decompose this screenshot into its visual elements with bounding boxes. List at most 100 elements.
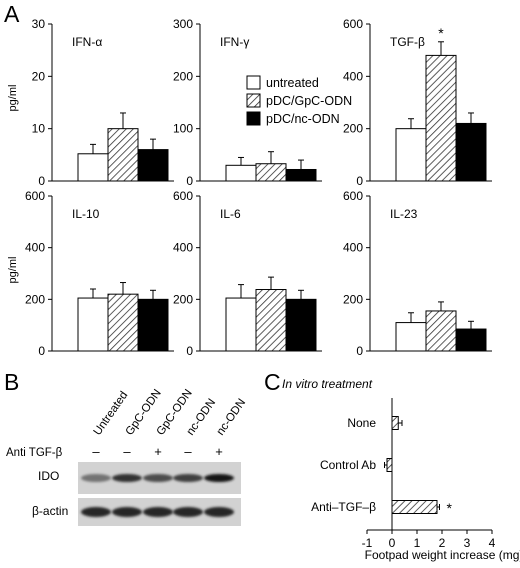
panel-c-title: In vitro treatment — [282, 377, 373, 391]
chart-IL-6: 0 200 400 600 IL-6 — [173, 189, 322, 358]
chart-TGF-β: 0 200 400 600 TGF-β * — [343, 17, 492, 188]
chart-title: IL-6 — [220, 207, 241, 221]
bar — [455, 122, 487, 182]
category-label: None — [347, 416, 376, 430]
legend-label-nc: pDC/nc-ODN — [266, 112, 340, 126]
chart-IL-23: 0 200 400 600 IL-23 — [343, 189, 492, 358]
y-tick-label: 200 — [343, 292, 363, 306]
western-blot: Untreated GpC-ODN GpC-ODN nc-ODN nc-ODN … — [6, 387, 248, 526]
y-tick-label: 20 — [32, 69, 46, 83]
y-tick-label: 600 — [343, 189, 363, 203]
chart-title: IFN-α — [72, 35, 102, 49]
y-tick-label: 0 — [186, 344, 193, 358]
chart-IFN-γ: 0 100 200 300 IFN-γ — [173, 17, 322, 188]
blot-band — [204, 474, 234, 482]
cytokine-charts: 0 10 20 30 IFN-α 0 100 200 300 IFN-γ 0 200 400 600 TGF… — [25, 17, 492, 358]
y-tick-label: 400 — [173, 241, 193, 255]
y-tick-label: 100 — [173, 122, 193, 136]
anti-mark: – — [184, 444, 192, 459]
y-tick-label: 30 — [32, 17, 46, 31]
blot-band — [173, 507, 203, 517]
bar — [285, 298, 317, 352]
bar — [425, 310, 457, 352]
bar — [255, 289, 287, 352]
panel-label-b: B — [4, 369, 19, 395]
bar — [391, 416, 399, 430]
bar — [77, 153, 109, 182]
bar — [77, 297, 109, 352]
bar — [455, 328, 487, 352]
x-tick-label: 0 — [389, 536, 396, 550]
legend-label-untreated: untreated — [266, 76, 319, 90]
anti-mark: + — [154, 444, 162, 459]
panel-label-c: C — [264, 369, 281, 395]
y-tick-label: 400 — [343, 69, 363, 83]
chart-title: IL-23 — [390, 207, 418, 221]
x-tick-label: -1 — [362, 536, 373, 550]
blot-row-label-actin: β-actin — [32, 504, 68, 518]
bar — [285, 168, 317, 182]
chart-IFN-α: 0 10 20 30 IFN-α — [32, 17, 174, 188]
y-tick-label: 300 — [173, 17, 193, 31]
anti-mark: – — [92, 444, 100, 459]
y-tick-label: 0 — [38, 344, 45, 358]
anti-mark: + — [215, 444, 223, 459]
y-tick-label: 200 — [173, 69, 193, 83]
bar — [137, 298, 169, 352]
y-tick-label: 10 — [32, 122, 46, 136]
y-tick-label: 0 — [186, 174, 193, 188]
x-tick-label: 2 — [439, 536, 446, 550]
y-tick-label: 600 — [343, 17, 363, 31]
y-tick-label: 400 — [343, 241, 363, 255]
category-label: Anti–TGF–β — [311, 500, 376, 514]
blot-band — [81, 474, 111, 482]
bar — [391, 500, 438, 514]
y-tick-label: 600 — [173, 189, 193, 203]
blot-band — [81, 507, 111, 517]
legend-swatch-gpc — [246, 93, 261, 108]
y-tick-label: 0 — [38, 174, 45, 188]
x-tick-label: 1 — [414, 536, 421, 550]
legend-swatch-nc — [246, 111, 261, 126]
y-tick-label: 0 — [356, 344, 363, 358]
panel-c-xlabel: Footpad weight increase (mg) — [365, 548, 520, 562]
lane-labels: Untreated GpC-ODN GpC-ODN nc-ODN nc-ODN — [92, 387, 249, 437]
bar — [425, 54, 457, 182]
significance-marker: * — [438, 25, 444, 41]
chart-title: IL-10 — [72, 207, 100, 221]
anti-mark: – — [123, 444, 131, 459]
blot-band — [112, 507, 142, 517]
panel-a-ylabel-top: pg/ml — [7, 85, 19, 112]
category-label: Control Ab — [320, 458, 376, 472]
bar — [107, 293, 139, 352]
bar — [137, 149, 169, 182]
y-tick-label: 0 — [356, 174, 363, 188]
legend-swatch-untreated — [246, 75, 261, 90]
legend: untreated pDC/GpC-ODN pDC/nc-ODN — [246, 75, 352, 126]
bar — [255, 163, 287, 182]
blot-band — [143, 474, 173, 482]
legend-label-gpc: pDC/GpC-ODN — [266, 94, 352, 108]
bar — [395, 128, 427, 182]
panel-label-a: A — [4, 1, 20, 27]
footpad-chart: -1 0 1 2 3 4 None Control Ab Anti–TGF–β * — [311, 398, 496, 550]
blot-bands — [81, 474, 234, 517]
significance-marker: * — [447, 500, 453, 516]
y-tick-label: 600 — [25, 189, 45, 203]
bar — [225, 297, 257, 352]
blot-band — [112, 474, 142, 482]
chart-title: TGF-β — [390, 35, 425, 49]
blot-band — [173, 474, 203, 482]
y-tick-label: 200 — [25, 292, 45, 306]
lane-label: nc-ODN — [215, 397, 249, 438]
anti-tgf-label: Anti TGF-β — [6, 447, 63, 459]
blot-band — [143, 507, 173, 517]
chart-IL-10: 0 200 400 600 IL-10 — [25, 189, 174, 358]
y-tick-label: 400 — [25, 241, 45, 255]
lane-label: nc-ODN — [185, 397, 219, 438]
x-tick-label: 3 — [464, 536, 471, 550]
panel-a-ylabel-bottom: pg/ml — [7, 257, 19, 284]
y-tick-label: 200 — [173, 292, 193, 306]
panel-c: In vitro treatment -1 0 1 2 3 4 None Control Ab… — [282, 377, 520, 562]
